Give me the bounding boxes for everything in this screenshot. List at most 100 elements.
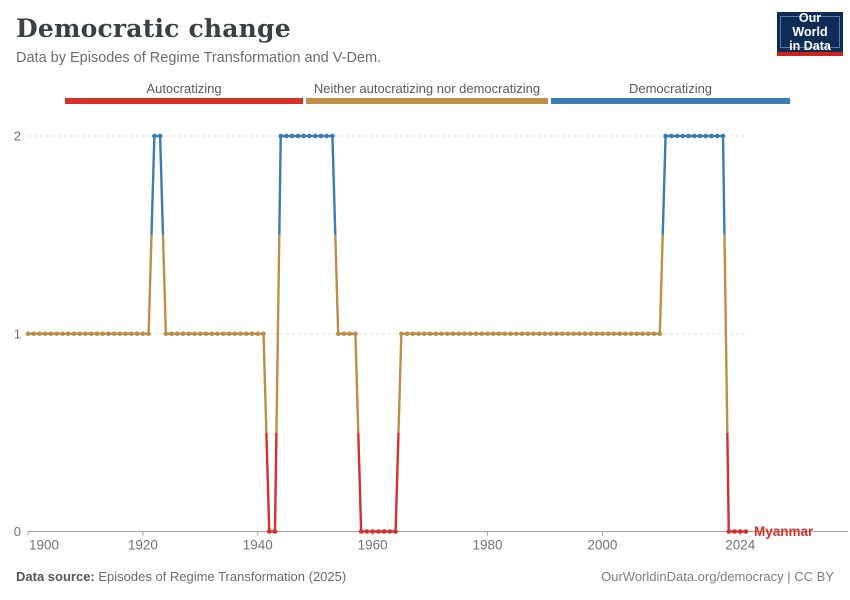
data-point (106, 331, 111, 337)
data-point (531, 331, 536, 337)
data-point (651, 331, 657, 337)
data-point (203, 331, 209, 337)
data-point (215, 331, 220, 337)
x-tick-label: 1980 (472, 538, 502, 553)
legend-item-autocratizing[interactable]: Autocratizing (65, 80, 303, 108)
data-line-transition (397, 333, 403, 433)
legend-color-bar (551, 98, 790, 104)
data-point (519, 331, 525, 337)
data-point (353, 331, 358, 337)
data-line-transition (273, 432, 278, 532)
data-point (571, 331, 576, 337)
data-point (479, 331, 485, 337)
data-point (192, 331, 197, 337)
data-point (594, 331, 599, 337)
data-point (663, 133, 668, 139)
data-source-label: Data source: (16, 569, 95, 584)
x-tick-label: 1900 (29, 538, 59, 553)
owid-logo[interactable]: Our World in Data (777, 11, 843, 56)
data-point (427, 331, 433, 337)
data-point (209, 331, 215, 337)
data-line-transition (265, 432, 271, 532)
category-legend: Autocratizing Neither autocratizing nor … (0, 80, 850, 108)
legend-label: Democratizing (628, 81, 713, 96)
data-point (525, 331, 531, 337)
data-point (450, 331, 456, 337)
data-point (536, 331, 542, 337)
y-tick-label: 0 (14, 524, 21, 539)
data-line-transition (726, 432, 730, 532)
data-point (157, 133, 163, 139)
data-point (94, 331, 100, 337)
data-point (243, 331, 249, 337)
data-point (301, 133, 307, 139)
data-point (54, 331, 60, 337)
data-point (284, 133, 289, 139)
license-credit-link[interactable]: OurWorldinData.org/democracy | CC BY (601, 569, 834, 584)
data-point (175, 331, 180, 337)
data-point (330, 133, 335, 139)
data-point (646, 331, 651, 337)
data-line-transition (357, 432, 363, 532)
legend-color-bar (65, 98, 303, 104)
data-point (289, 133, 295, 139)
data-point (565, 331, 571, 337)
data-point (261, 331, 266, 337)
legend-label: Neither autocratizing nor democratizing (313, 81, 541, 96)
data-point (266, 529, 272, 534)
data-point (134, 331, 140, 337)
data-point (163, 331, 169, 337)
data-point (31, 331, 37, 337)
data-point (364, 529, 370, 534)
data-point (117, 331, 123, 337)
data-line-transition (394, 432, 400, 532)
data-point (692, 133, 697, 139)
data-point (508, 331, 513, 337)
data-point (226, 331, 232, 337)
data-point (559, 331, 565, 337)
data-point (410, 331, 416, 337)
data-line-transition (354, 333, 360, 433)
data-point (720, 133, 726, 139)
data-line-transition (158, 135, 165, 235)
data-line-transition (721, 135, 726, 235)
data-point (496, 331, 502, 337)
data-point (680, 133, 686, 139)
data-point (295, 133, 301, 139)
data-point (554, 331, 559, 337)
data-line-transition (278, 135, 282, 235)
legend-item-democratizing[interactable]: Democratizing (551, 80, 790, 108)
data-point (249, 331, 255, 337)
data-point (387, 529, 393, 534)
data-point (238, 331, 243, 337)
y-tick-label: 1 (14, 326, 21, 341)
data-point (485, 331, 490, 337)
data-line-transition (334, 234, 340, 334)
data-point (703, 133, 709, 139)
legend-item-neither[interactable]: Neither autocratizing nor democratizing (306, 80, 548, 108)
data-point (611, 331, 617, 337)
data-source-value: Episodes of Regime Transformation (2025) (94, 569, 347, 584)
data-point (640, 331, 645, 337)
data-point (433, 331, 439, 337)
data-point (542, 331, 548, 337)
data-point (709, 133, 714, 139)
data-line-transition (661, 135, 667, 235)
data-point (83, 331, 88, 337)
x-tick-label: 1940 (243, 538, 273, 553)
data-point (318, 133, 324, 139)
data-point (180, 331, 186, 337)
data-point (232, 331, 238, 337)
data-point (473, 331, 479, 337)
data-point (393, 529, 398, 534)
entity-label-myanmar[interactable]: Myanmar (754, 524, 814, 539)
data-point (347, 331, 352, 337)
data-point (324, 133, 329, 139)
data-point (600, 331, 605, 337)
data-point (422, 331, 427, 337)
x-tick-label: 1920 (128, 538, 158, 553)
data-line-transition (161, 234, 168, 334)
data-point (582, 331, 588, 337)
data-line-transition (262, 333, 268, 433)
